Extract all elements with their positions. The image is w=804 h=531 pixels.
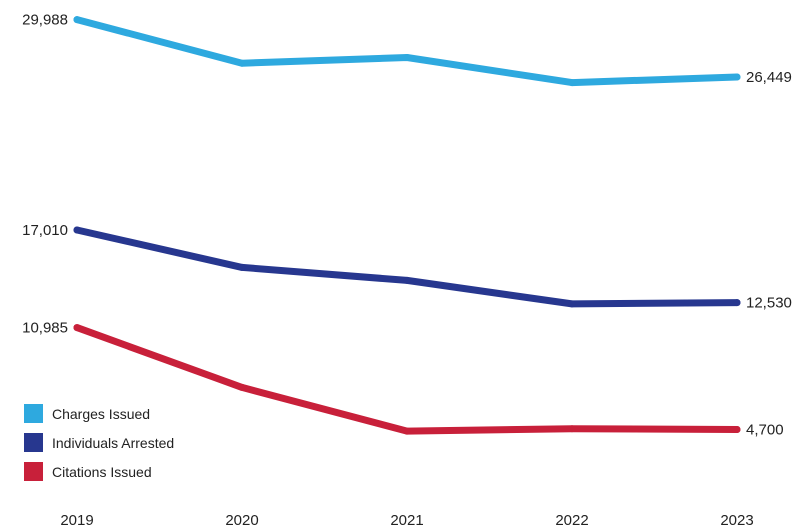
legend-label-individuals-arrested: Individuals Arrested (52, 435, 174, 451)
data-point-charges-issued-2022 (568, 79, 576, 87)
x-tick-label-2020: 2020 (225, 512, 258, 529)
data-label-end-charges-issued: 26,449 (746, 69, 792, 86)
data-label-start-individuals-arrested: 17,010 (22, 222, 68, 239)
data-point-citations-issued-2023 (733, 426, 741, 433)
legend-swatch-charges-issued (24, 404, 43, 423)
data-label-start-citations-issued: 10,985 (22, 320, 68, 337)
data-label-end-citations-issued: 4,700 (746, 422, 784, 439)
data-label-end-individuals-arrested: 12,530 (746, 295, 792, 312)
legend-label-citations-issued: Citations Issued (52, 464, 152, 480)
x-tick-label-2021: 2021 (390, 512, 423, 529)
data-point-individuals-arrested-2021 (403, 276, 411, 284)
series-line-charges-issued (73, 16, 741, 87)
data-point-charges-issued-2023 (733, 73, 741, 81)
data-point-citations-issued-2020 (238, 383, 246, 391)
legend-swatch-citations-issued (24, 462, 43, 481)
data-point-individuals-arrested-2023 (733, 299, 741, 307)
data-point-citations-issued-2021 (403, 427, 411, 435)
data-point-charges-issued-2020 (238, 59, 246, 67)
data-point-individuals-arrested-2020 (238, 263, 246, 271)
series-line-individuals-arrested (73, 226, 741, 308)
series-line-citations-issued (73, 324, 741, 435)
data-point-charges-issued-2019 (73, 16, 81, 24)
data-point-citations-issued-2022 (568, 425, 576, 433)
data-point-individuals-arrested-2022 (568, 300, 576, 308)
x-tick-label-2023: 2023 (720, 512, 753, 529)
data-point-individuals-arrested-2019 (73, 226, 81, 234)
data-point-citations-issued-2019 (73, 324, 81, 332)
legend-swatch-individuals-arrested (24, 433, 43, 452)
x-tick-label-2019: 2019 (60, 512, 93, 529)
data-label-start-charges-issued: 29,988 (22, 12, 68, 29)
data-point-charges-issued-2021 (403, 54, 411, 61)
legend-label-charges-issued: Charges Issued (52, 406, 150, 422)
x-tick-label-2022: 2022 (555, 512, 588, 529)
